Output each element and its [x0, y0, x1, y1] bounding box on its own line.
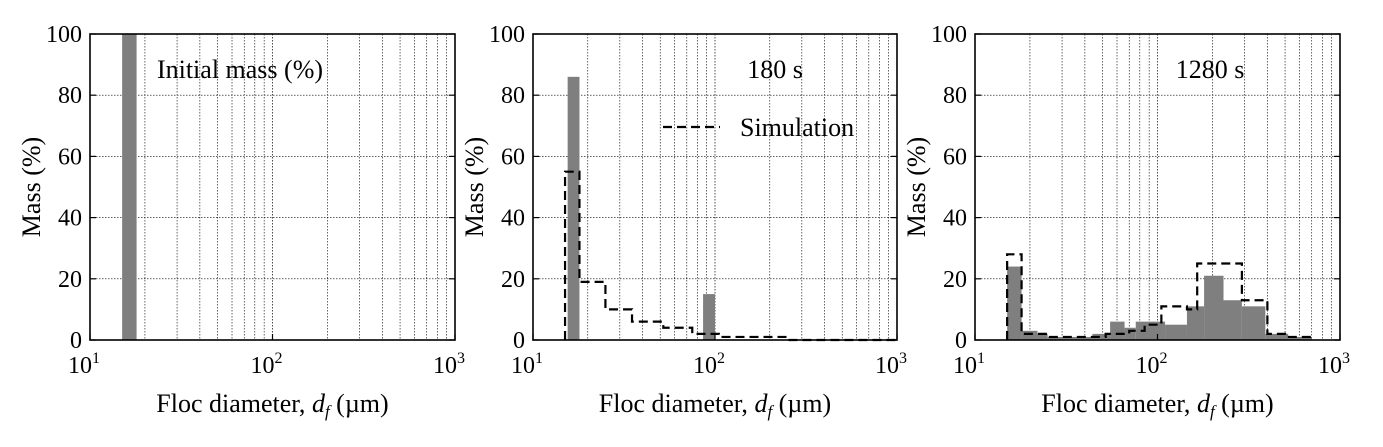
data-bar: [703, 294, 715, 340]
y-tick-label: 100: [931, 22, 967, 48]
x-tick-label: 101: [68, 350, 100, 379]
simulation-line: [1006, 253, 1313, 340]
data-bar: [1037, 333, 1048, 340]
y-tick-label: 0: [955, 328, 967, 354]
x-tick-label: 101: [511, 350, 543, 379]
data-bar: [1165, 324, 1187, 340]
data-bar: [1241, 306, 1266, 340]
x-tick-label: 102: [693, 350, 725, 379]
data-bar: [1223, 300, 1242, 340]
y-tick-label: 20: [943, 267, 967, 293]
data-bar: [1021, 330, 1038, 340]
y-tick-label: 60: [58, 144, 82, 170]
x-tick-label: 102: [251, 350, 283, 379]
legend-label: Simulation: [740, 113, 854, 142]
panel-annotation: Initial mass (%): [157, 55, 323, 84]
data-bar: [567, 76, 580, 340]
data-bar: [1110, 321, 1125, 340]
y-tick-label: 0: [70, 328, 82, 354]
y-tick-label: 100: [46, 22, 82, 48]
x-tick-label: 103: [433, 350, 465, 379]
panel-3: 0 20 40 60 80 100 101 102 103 Mass (%) Floc diamet…: [902, 22, 1350, 421]
x-tick-label: 103: [875, 350, 907, 379]
data-bar: [1204, 275, 1224, 340]
y-tick-label: 60: [501, 144, 525, 170]
x-axis-label: Floc diameter, df (µm): [599, 389, 831, 421]
x-tick-label: 101: [953, 350, 985, 379]
data-bar: [122, 34, 137, 340]
panel-2: 0 20 40 60 80 100 101 102 103 Mass (%) Floc diamet…: [460, 22, 907, 421]
y-tick-label: 40: [58, 206, 82, 232]
data-bar: [1149, 321, 1166, 340]
data-bar: [1047, 336, 1072, 340]
data-bar: [1288, 336, 1312, 340]
y-tick-label: 20: [501, 267, 525, 293]
panel-annotation: 180 s: [747, 55, 803, 84]
data-bar: [1265, 333, 1289, 340]
y-tick-label: 100: [489, 22, 525, 48]
y-axis-label: Mass (%): [17, 137, 46, 237]
y-tick-label: 80: [943, 83, 967, 109]
y-axis-label: Mass (%): [902, 137, 931, 237]
data-bar: [1092, 333, 1111, 340]
y-tick-label: 0: [513, 328, 525, 354]
simulation-line: [563, 170, 897, 342]
data-bar: [1071, 336, 1093, 340]
x-axis-label: Floc diameter, df (µm): [1041, 389, 1273, 421]
y-tick-label: 40: [501, 206, 525, 232]
y-tick-label: 60: [943, 144, 967, 170]
y-axis-label: Mass (%): [460, 137, 489, 237]
x-axis-label: Floc diameter, df (µm): [156, 389, 388, 421]
data-bar: [1124, 327, 1136, 340]
y-tick-label: 80: [501, 83, 525, 109]
panel-annotation: 1280 s: [1176, 55, 1245, 84]
y-tick-label: 20: [58, 267, 82, 293]
y-tick-label: 80: [58, 83, 82, 109]
y-tick-label: 40: [943, 206, 967, 232]
panel-1: 0 20 40 60 80 100 101 102 103 Mass (%) Floc diamet…: [17, 22, 465, 421]
x-tick-label: 102: [1136, 350, 1168, 379]
x-tick-label: 103: [1318, 350, 1350, 379]
data-bar: [1186, 306, 1205, 340]
data-bar: [1007, 266, 1022, 340]
